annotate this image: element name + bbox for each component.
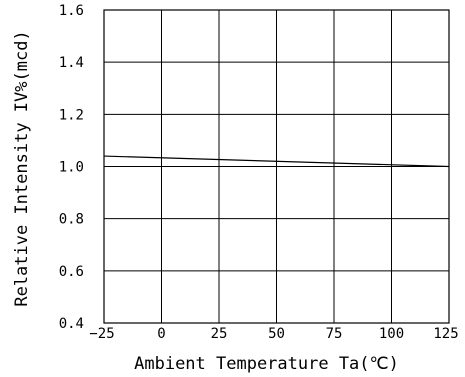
x-tick-labels: −25 0 25 50 75 100 125	[89, 326, 458, 342]
y-tick-label: 1.2	[59, 107, 84, 123]
y-tick-label: 1.6	[59, 3, 84, 19]
y-tick-label: 0.8	[59, 212, 84, 228]
y-tick-label: 0.4	[59, 316, 84, 332]
y-tick-labels: 0.4 0.6 0.8 1.0 1.2 1.4 1.6	[59, 3, 84, 332]
y-tick-label: 1.0	[59, 160, 84, 176]
x-axis-label: Ambient Temperature Ta(℃)	[134, 354, 399, 374]
x-tick-label: 0	[157, 326, 165, 342]
x-tick-label: 75	[326, 326, 343, 342]
x-tick-label: 25	[211, 326, 228, 342]
chart-series	[103, 155, 450, 168]
y-tick-label: 0.6	[59, 264, 84, 280]
x-tick-label: 100	[379, 326, 404, 342]
x-tick-label: 125	[433, 326, 458, 342]
x-tick-label: −25	[89, 326, 114, 342]
series-line	[103, 155, 450, 168]
y-tick-label: 1.4	[59, 55, 84, 71]
y-axis-label: Relative Intensity IV%(mcd)	[12, 30, 32, 306]
chart-grid	[103, 9, 450, 324]
x-tick-label: 50	[268, 326, 285, 342]
plot-frame	[103, 9, 450, 324]
